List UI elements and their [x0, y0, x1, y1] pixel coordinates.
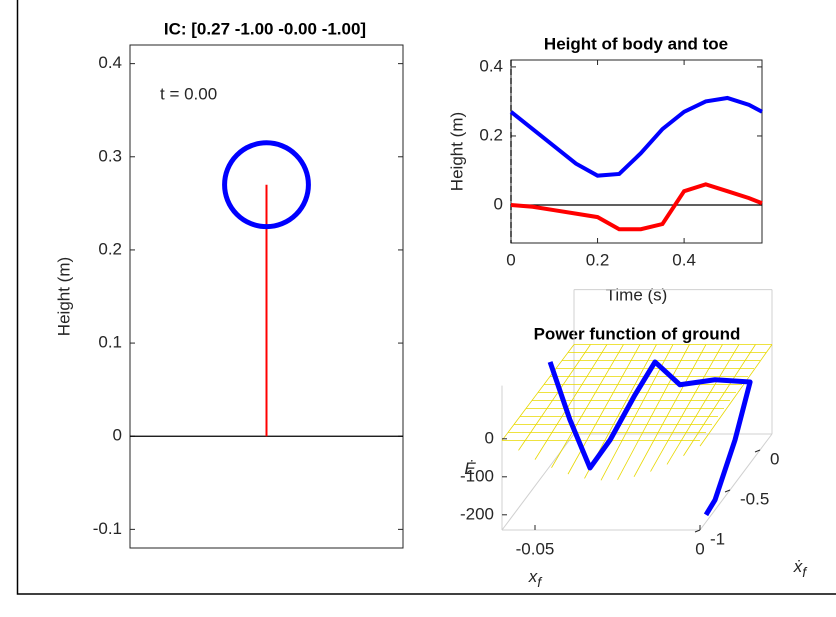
series-line	[510, 182, 763, 232]
y-tick-label: -1	[710, 529, 725, 548]
surface-mesh	[666, 344, 740, 465]
y-tick-label: 0.2	[479, 125, 503, 144]
surface-mesh	[617, 344, 690, 481]
axis-label-base: ẋ	[793, 557, 803, 576]
axis-label: xf	[528, 567, 544, 589]
trajectory	[547, 359, 753, 517]
surface-mesh	[650, 344, 723, 472]
surface-mesh	[633, 344, 707, 478]
y-axis-label: Height (m)	[447, 112, 466, 191]
body-marker	[222, 140, 311, 230]
z-tick-label: -200	[460, 504, 494, 523]
y-tick-label: -0.5	[740, 489, 769, 508]
y-tick-label: 0	[494, 195, 503, 214]
x-axis-label: Time (s)	[606, 285, 668, 304]
y-tick	[724, 489, 731, 493]
chart-title: Height of body and toe	[544, 34, 728, 53]
z-tick-label: -100	[460, 466, 494, 485]
axis-label-base: x	[528, 567, 538, 586]
y-tick-label: 0.3	[98, 146, 122, 165]
axis-label-sub: f	[537, 574, 543, 590]
surface-mesh	[551, 344, 624, 468]
x-tick-label: -0.05	[516, 539, 555, 558]
x-tick-label: 0	[695, 539, 704, 558]
annotation: t = 0.00	[160, 84, 217, 103]
axis-label-base: Ė	[464, 459, 476, 478]
z-tick-label: 0	[485, 428, 494, 447]
chart-title: IC: [0.27 -1.00 -0.00 -1.00]	[164, 19, 366, 38]
y-tick-label: 0	[113, 426, 122, 445]
x-tick-label: 0	[506, 250, 515, 269]
x-tick-label: 0.4	[672, 250, 696, 269]
surface-mesh	[567, 344, 641, 475]
y-tick	[754, 449, 761, 453]
series-line	[509, 95, 763, 178]
surface-mesh	[683, 344, 756, 456]
surface-mesh	[699, 344, 773, 447]
y-tick-label: 0.2	[98, 239, 122, 258]
x-tick-label: 0.2	[586, 250, 610, 269]
y-tick	[694, 529, 701, 533]
plot-area	[510, 59, 763, 244]
axis-label-sub: f	[802, 564, 808, 580]
y-tick-label: 0.4	[98, 53, 122, 72]
surface-mesh	[534, 344, 608, 460]
y-tick-label: 0	[770, 449, 779, 468]
y-tick-label: -0.1	[93, 519, 122, 538]
y-tick-label: 0.1	[98, 333, 122, 352]
chart-title: Power function of ground	[534, 324, 741, 343]
axis-label: ẋf	[793, 557, 809, 579]
y-axis-label: Height (m)	[54, 257, 73, 336]
axis-label: Ė	[464, 459, 476, 478]
y-tick-label: 0.4	[479, 56, 503, 75]
